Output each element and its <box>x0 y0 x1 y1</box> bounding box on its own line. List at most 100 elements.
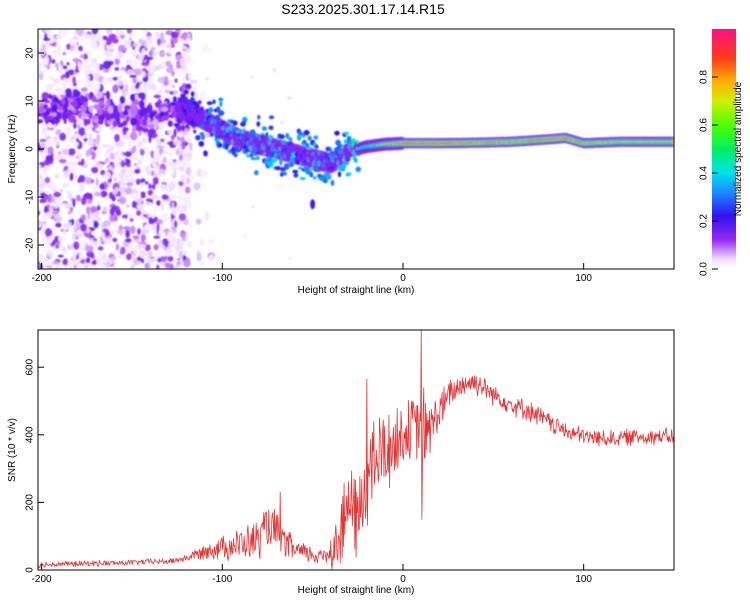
spectrogram-cell <box>148 65 156 75</box>
spectrogram-cell <box>91 260 97 266</box>
spectrogram-cell <box>155 136 160 146</box>
spectrogram-cell <box>167 48 173 54</box>
spectrogram-cell <box>146 198 152 203</box>
spectrogram-cell <box>43 159 52 166</box>
spectrogram-cell <box>161 194 169 200</box>
spectrogram-cell <box>102 143 110 149</box>
spectrogram-cell <box>188 139 192 142</box>
spectrogram-cell <box>69 207 74 211</box>
spectrogram-cell <box>173 137 179 146</box>
spectrogram-cell <box>174 78 178 83</box>
spectrogram-cell <box>217 142 223 148</box>
spectrogram-cell <box>118 44 126 53</box>
spectrogram-cell <box>96 147 101 157</box>
spectrogram-cell <box>38 119 44 124</box>
spectrogram-cell <box>173 167 177 173</box>
spectrogram-cell <box>134 49 139 55</box>
spectrogram-cell <box>145 201 150 206</box>
spectrogram-cell <box>153 216 158 221</box>
spectrogram-cell <box>120 168 127 174</box>
spectrogram-cell <box>131 244 137 248</box>
spectrogram-cell <box>116 229 124 235</box>
spectrogram-cell <box>38 222 42 228</box>
spectrogram-cell <box>90 58 98 64</box>
spectrogram-cell <box>79 183 85 190</box>
spectrogram-cell <box>130 93 136 102</box>
spectrogram-cell <box>268 161 274 168</box>
spectrogram-cell <box>91 29 99 35</box>
spectrogram-cell <box>167 129 172 135</box>
spectrogram-cell <box>124 99 132 107</box>
spectrogram-cell <box>141 137 148 144</box>
spectrogram-cell <box>177 193 185 201</box>
spectrogram-cell <box>186 167 192 176</box>
spectrogram-cell <box>105 262 111 269</box>
spectrogram-cell <box>122 88 127 97</box>
spectrogram-cell <box>178 139 182 147</box>
spectrogram-cell <box>104 43 108 51</box>
spectrogram-cell <box>172 90 178 95</box>
spectrogram-cell <box>61 246 67 252</box>
spectrogram-cell <box>38 106 45 114</box>
spectrogram-cell <box>256 121 261 127</box>
spectrogram-cell <box>147 213 151 218</box>
spectrogram-cell <box>170 172 176 177</box>
spectrogram-cell <box>184 54 192 64</box>
spectrogram-cell <box>91 96 97 103</box>
spectrogram-cell <box>152 118 159 127</box>
spectrogram-cell <box>94 62 100 71</box>
spectrogram-cell <box>188 223 193 231</box>
spectrogram-cell <box>69 41 77 47</box>
spectrogram-cell <box>159 93 165 100</box>
spectrogram-cell <box>85 206 91 215</box>
spectrogram-cell <box>43 166 47 173</box>
spectrogram-cell <box>66 43 71 50</box>
spectrogram-cell <box>77 45 83 52</box>
spectrogram-cell <box>106 38 112 46</box>
spectrogram-cell <box>184 186 191 194</box>
spectrogram-cell <box>38 164 42 172</box>
spectrogram-cell <box>126 253 132 261</box>
spectrogram-cell <box>161 37 166 45</box>
spectrogram-cell <box>138 243 146 250</box>
spectrogram-cell <box>78 127 86 136</box>
spectrogram-cell <box>55 222 62 228</box>
spectrogram-cell <box>306 146 312 150</box>
spectrogram-cell <box>314 144 319 149</box>
spectrogram-cell <box>91 212 97 220</box>
spectrogram-cell <box>270 151 275 158</box>
spectrogram-cell <box>129 74 137 78</box>
spectrogram-cell <box>171 259 179 264</box>
spectrogram-cell <box>77 178 81 184</box>
spectrogram-cell <box>134 68 143 76</box>
spectrogram-cell <box>117 103 123 113</box>
spectrogram-cell <box>113 151 119 156</box>
spectrogram-cell <box>122 134 131 141</box>
spectrogram-cell <box>265 132 269 138</box>
spectrogram-cell <box>193 122 198 127</box>
spectrogram-cell <box>96 200 103 205</box>
spectrogram-cell <box>148 183 153 190</box>
spectrogram-cell <box>93 220 99 229</box>
spectrogram-cell <box>161 59 166 68</box>
spectrogram-cell <box>65 189 70 196</box>
spectrogram-cell <box>112 120 118 128</box>
spectrogram-cell <box>187 72 192 80</box>
spectrogram-cell <box>96 134 101 143</box>
spectrogram-cell <box>208 107 214 114</box>
spectrogram-cell <box>173 128 177 138</box>
spectrogram-cell <box>161 106 169 112</box>
spectrogram-cell <box>145 255 149 264</box>
spectrogram-cell <box>162 178 169 183</box>
spectrogram-cell <box>69 191 75 195</box>
spectrogram-cell <box>76 119 85 126</box>
spectrogram-cell <box>54 51 62 58</box>
spectrogram-cell <box>218 110 225 116</box>
spectrogram-cell <box>45 155 53 160</box>
spectrogram-cell <box>65 90 72 98</box>
spectrogram-cell <box>85 75 91 80</box>
spectrogram-cell <box>272 68 277 73</box>
spectrogram-cell <box>114 58 120 66</box>
spectrogram-cell <box>166 67 174 74</box>
spectrogram-cell <box>72 89 81 98</box>
